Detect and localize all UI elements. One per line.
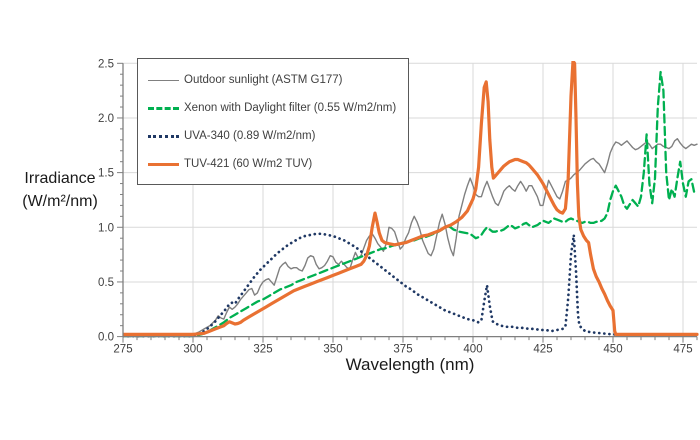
legend-label-tuv-421: TUV-421 (60 W/m2 TUV) [184,158,313,170]
series-line-tuv-421 [123,61,699,336]
y-tick-label: 1.5 [98,168,114,180]
x-tick-label: 300 [183,344,202,356]
legend-item-outdoor-sunlight: Outdoor sunlight (ASTM G177) [148,66,400,94]
series-line-uva-340 [123,232,620,338]
series-line-outdoor-sunlight [123,137,698,337]
y-axis-title-line2: (W/m²/nm) [22,193,98,210]
y-tick-label: 2.5 [98,58,114,70]
x-tick-label: 450 [603,344,622,356]
legend-line-sample-uva-340 [148,134,179,138]
y-axis-title-line1: Irradiance [24,170,96,187]
x-tick-label: 375 [393,344,412,356]
y-tick-label: 1.0 [98,222,114,234]
x-tick-label: 325 [253,344,272,356]
legend-item-xenon-daylight-filter: Xenon with Daylight filter (0.55 W/m2/nm… [148,94,400,122]
x-tick-label: 275 [113,344,132,356]
x-axis-title: Wavelength (nm) [345,355,475,374]
y-axis-title: Irradiance (W/m²/nm) [0,167,120,213]
series-line-xenon-daylight-filter [123,70,699,338]
legend-label-uva-340: UVA-340 (0.89 W/m2/nm) [184,130,316,142]
data-series-curves [123,61,699,338]
x-tick-label: 475 [673,344,692,356]
legend-item-tuv-421: TUV-421 (60 W/m2 TUV) [148,150,400,178]
legend-label-xenon-daylight-filter: Xenon with Daylight filter (0.55 W/m2/nm… [184,102,397,114]
y-tick-label: 2.0 [98,113,114,125]
axes [117,62,698,343]
tick-labels: 275 300 325 350 375 400 425 450 475 0.0 0.5 1.0 1.5 2… [98,58,693,355]
chart-legend: Outdoor sunlight (ASTM G177) Xenon with D… [137,58,409,185]
x-tick-label: 425 [533,344,552,356]
legend-line-sample-outdoor-sunlight [148,79,179,81]
legend-line-sample-tuv-421 [148,162,179,166]
legend-label-outdoor-sunlight: Outdoor sunlight (ASTM G177) [184,74,343,86]
x-tick-label: 400 [463,344,482,356]
y-tick-label: 0.0 [98,332,114,344]
x-tick-label: 350 [323,344,342,356]
legend-item-uva-340: UVA-340 (0.89 W/m2/nm) [148,122,400,150]
legend-line-sample-xenon-daylight-filter [148,106,179,110]
y-tick-label: 0.5 [98,277,114,289]
